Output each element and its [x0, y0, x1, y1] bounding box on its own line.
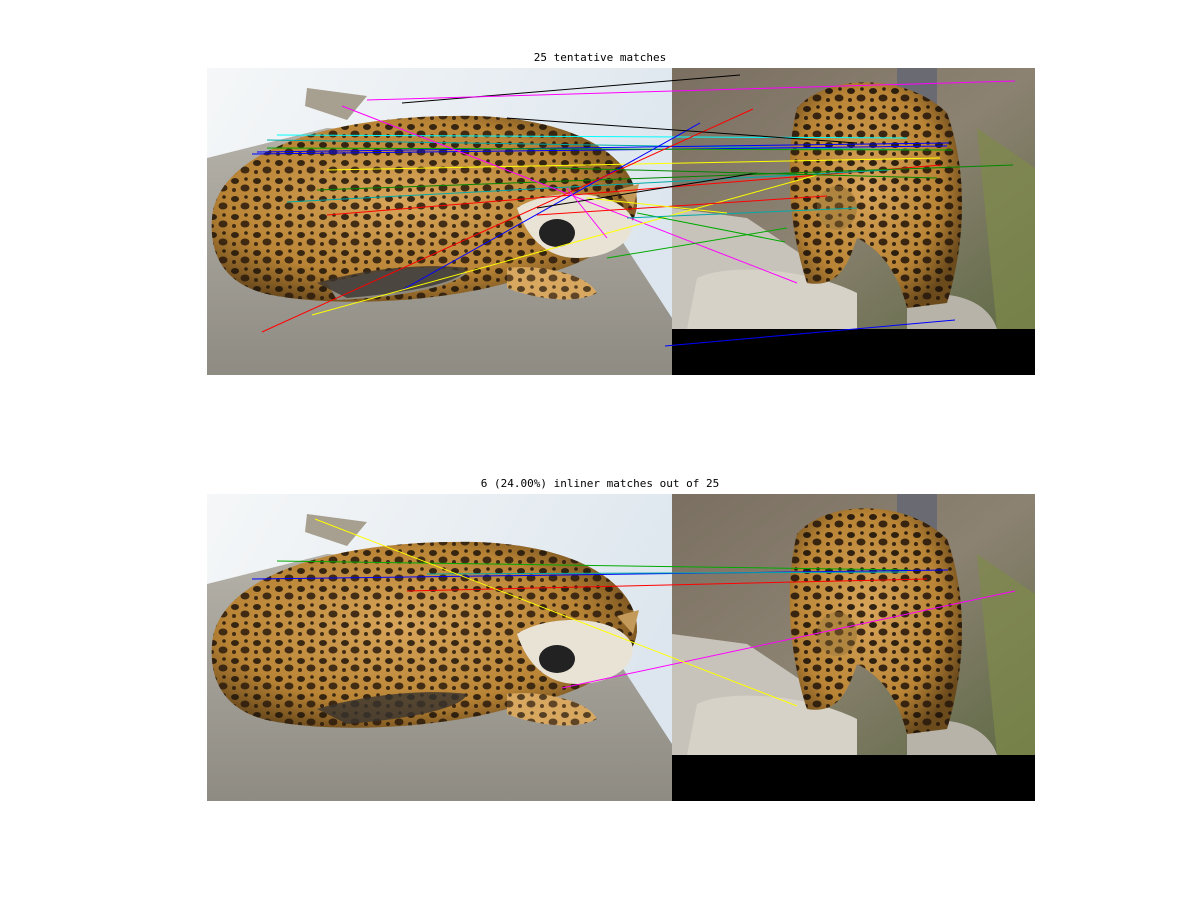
right-image: [672, 68, 1035, 375]
inlier-matches-canvas: [207, 494, 1035, 801]
tentative-match-line-15: [311, 174, 818, 316]
tentative-match-line-16: [636, 212, 786, 243]
inlier-match-line-5: [561, 590, 1016, 689]
tentative-match-line-19: [536, 195, 828, 216]
inlier-match-line-1: [276, 560, 911, 571]
inlier-match-line-6: [314, 518, 798, 707]
inlier-match-lines: [251, 518, 1016, 707]
tentative-match-line-25: [556, 167, 938, 179]
tentative-match-line-9: [326, 164, 942, 216]
tentative-match-line-5: [256, 142, 950, 153]
tentative-match-line-20: [626, 207, 858, 219]
tentative-match-line-2: [366, 80, 1016, 101]
tentative-match-line-17: [506, 117, 858, 144]
right-image: [672, 494, 1035, 801]
top-figure-title: 25 tentative matches: [533, 51, 667, 64]
tentative-match-line-18: [536, 172, 758, 209]
inlier-match-line-2: [251, 569, 949, 580]
tentative-match-line-21: [586, 197, 728, 214]
tentative-match-line-22: [606, 227, 788, 259]
inlier-match-line-3: [406, 578, 928, 592]
tentative-match-line-24: [566, 187, 608, 239]
tentative-matches-canvas: [207, 68, 1035, 375]
tentative-match-lines: [251, 74, 1016, 347]
bottom-figure-title: 6 (24.00%) inliner matches out of 25: [480, 477, 720, 490]
tentative-match-line-1: [401, 74, 741, 104]
tentative-match-line-6: [251, 145, 948, 155]
tentative-match-line-8: [326, 157, 941, 171]
tentative-match-line-7: [266, 147, 953, 151]
left-image: [207, 494, 672, 801]
tentative-match-line-11: [316, 164, 1014, 191]
inlier-match-line-4: [426, 571, 908, 575]
tentative-match-line-3: [276, 134, 908, 139]
left-image: [207, 68, 672, 375]
tentative-match-line-14: [261, 108, 754, 333]
tentative-match-line-4: [266, 139, 928, 151]
inlier-matches-panel: [207, 494, 1035, 801]
tentative-match-line-13: [401, 122, 701, 291]
tentative-match-line-23: [664, 319, 956, 347]
tentative-match-line-12: [341, 105, 798, 284]
tentative-matches-panel: [207, 68, 1035, 375]
